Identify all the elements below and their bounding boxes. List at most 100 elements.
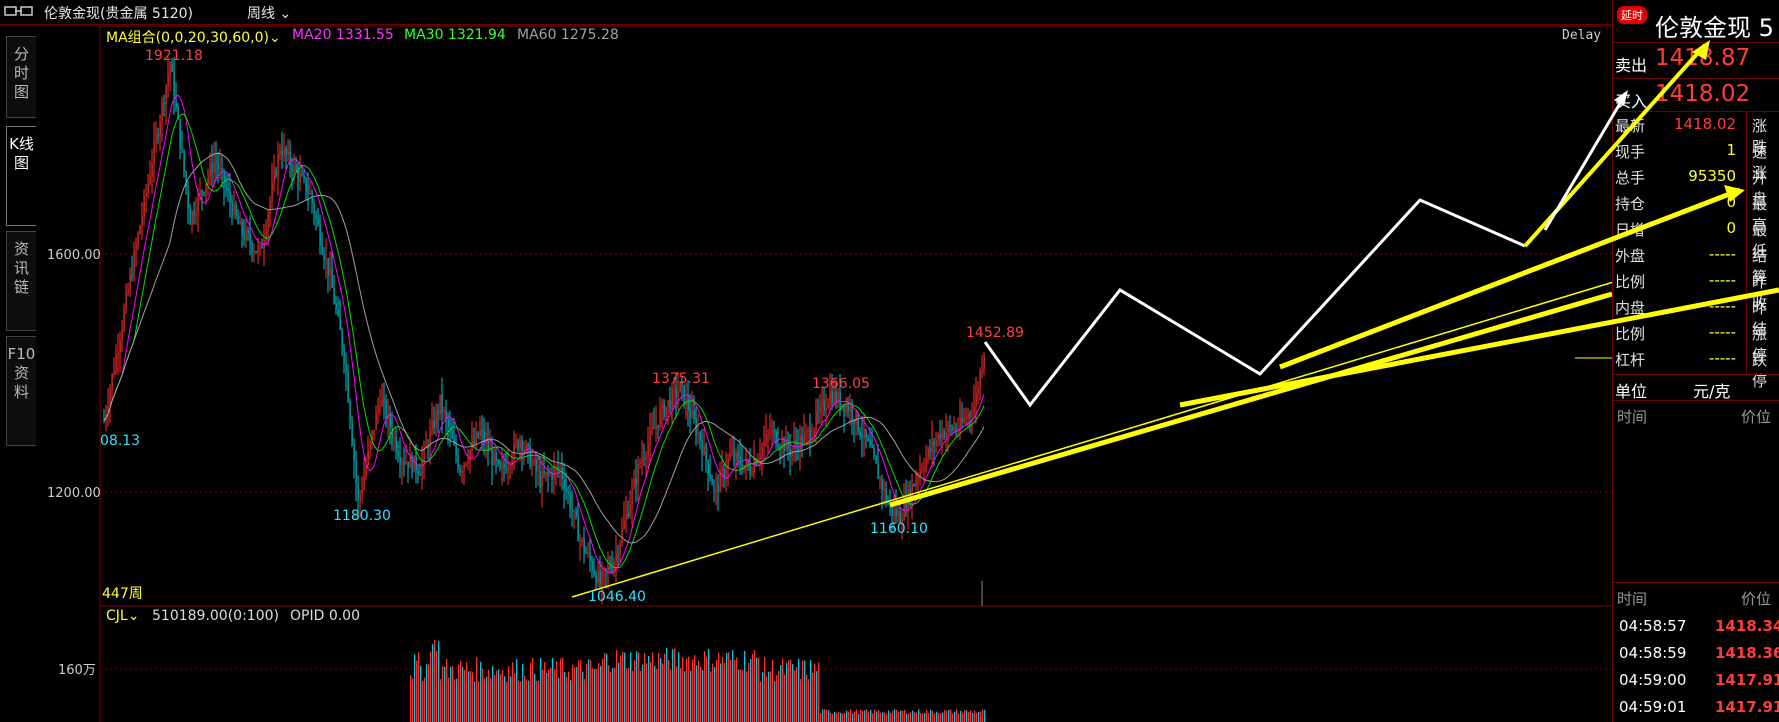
candles-group bbox=[103, 56, 985, 605]
candle-body bbox=[335, 303, 337, 309]
volume-bar bbox=[680, 668, 682, 722]
volume-bar bbox=[516, 658, 518, 722]
candle-body bbox=[949, 425, 951, 427]
period-selector[interactable]: 周线 ⌄ bbox=[247, 6, 292, 22]
quote-row-value: 0 bbox=[1726, 219, 1736, 237]
candle-body bbox=[733, 452, 735, 461]
candle-body bbox=[673, 388, 675, 391]
candle-body bbox=[923, 467, 925, 470]
candle-body bbox=[859, 430, 861, 436]
volume-bar bbox=[808, 679, 810, 722]
candle-body bbox=[647, 443, 649, 457]
volume-bar bbox=[898, 711, 900, 722]
candle-body bbox=[303, 175, 305, 179]
candle-body bbox=[873, 447, 875, 457]
candle-body bbox=[797, 445, 799, 452]
volume-bar bbox=[610, 671, 612, 722]
volume-bar bbox=[972, 713, 974, 722]
candle-body bbox=[667, 400, 669, 407]
candle-body bbox=[803, 432, 805, 445]
candle-body bbox=[933, 441, 935, 446]
volume-bar bbox=[954, 711, 956, 722]
volume-indicator-name[interactable]: CJL⌄ bbox=[106, 608, 140, 624]
candle-body bbox=[581, 539, 583, 541]
volume-bar bbox=[550, 667, 552, 722]
candle-body bbox=[135, 245, 137, 252]
volume-bar bbox=[890, 713, 892, 722]
candle-body bbox=[285, 148, 287, 155]
candle-body bbox=[475, 432, 477, 444]
candle-body bbox=[167, 74, 169, 86]
candle-body bbox=[143, 195, 145, 217]
candle-body bbox=[389, 413, 391, 429]
candle-body bbox=[333, 287, 335, 304]
volume-bar bbox=[624, 652, 626, 722]
bar-count-label: 447周 bbox=[102, 586, 143, 602]
volume-bar bbox=[554, 669, 556, 722]
volume-bar bbox=[738, 669, 740, 722]
candle-body bbox=[337, 308, 339, 315]
volume-bar bbox=[944, 710, 946, 722]
volume-bar bbox=[780, 665, 782, 722]
volume-bar bbox=[578, 660, 580, 722]
candle-body bbox=[741, 464, 743, 470]
volume-bar bbox=[676, 666, 678, 722]
candle-body bbox=[231, 202, 233, 216]
volume-bar bbox=[628, 667, 630, 722]
candle-body bbox=[775, 431, 777, 446]
quote-row-label: 杠杆 bbox=[1615, 351, 1646, 369]
candle-body bbox=[369, 441, 371, 451]
volume-bar bbox=[694, 655, 696, 722]
candle-body bbox=[855, 412, 857, 425]
candle-body bbox=[291, 165, 293, 173]
candle-body bbox=[349, 401, 351, 423]
candle-body bbox=[737, 452, 739, 457]
candle-body bbox=[835, 391, 837, 403]
volume-bar bbox=[638, 652, 640, 722]
candle-body bbox=[829, 391, 831, 405]
candle-body bbox=[601, 571, 603, 585]
quote-row-label: 内盘 bbox=[1615, 299, 1646, 317]
candle-body bbox=[257, 247, 259, 253]
volume-bar bbox=[888, 710, 890, 722]
candle-body bbox=[127, 289, 129, 293]
candle-body bbox=[445, 411, 447, 419]
tab-news[interactable]: 资讯链 bbox=[6, 231, 36, 331]
candle-body bbox=[145, 193, 147, 196]
candle-body bbox=[203, 192, 205, 194]
candle-body bbox=[629, 504, 631, 517]
candle-body bbox=[701, 440, 703, 455]
candle-body bbox=[417, 470, 419, 474]
tick-time: 04:58:57 bbox=[1619, 617, 1687, 635]
candle-body bbox=[837, 391, 839, 403]
volume-bar bbox=[582, 671, 584, 722]
volume-bar bbox=[658, 652, 660, 722]
label-low-1160: 1160.10 bbox=[870, 521, 928, 537]
candle-body bbox=[141, 216, 143, 227]
candle-body bbox=[447, 418, 449, 428]
tab-kline[interactable]: K线图 bbox=[6, 126, 36, 226]
candle-body bbox=[531, 462, 533, 467]
ma-combo-legend[interactable]: MA组合(0,0,20,30,60,0)⌄ bbox=[106, 30, 281, 46]
candle-body bbox=[639, 462, 641, 465]
candle-body bbox=[467, 461, 469, 464]
candle-body bbox=[977, 388, 979, 394]
volume-bar bbox=[882, 712, 884, 722]
tab-f10[interactable]: F10资料 bbox=[6, 336, 36, 446]
volume-bar bbox=[556, 661, 558, 722]
candle-body bbox=[279, 150, 281, 154]
candle-body bbox=[547, 471, 549, 474]
candle-body bbox=[839, 391, 841, 408]
candle-body bbox=[889, 504, 891, 507]
candle-body bbox=[807, 429, 809, 431]
candle-body bbox=[149, 176, 151, 184]
candle-body bbox=[269, 200, 271, 214]
link-icon[interactable] bbox=[4, 5, 34, 17]
tab-timeshare[interactable]: 分时图 bbox=[6, 36, 36, 118]
candle-body bbox=[893, 508, 895, 516]
volume-bar bbox=[690, 670, 692, 722]
quote-row: 比例 ----- 昨收 bbox=[1613, 268, 1779, 312]
candle-body bbox=[497, 460, 499, 463]
volume-bar bbox=[966, 710, 968, 722]
volume-bar bbox=[840, 712, 842, 722]
